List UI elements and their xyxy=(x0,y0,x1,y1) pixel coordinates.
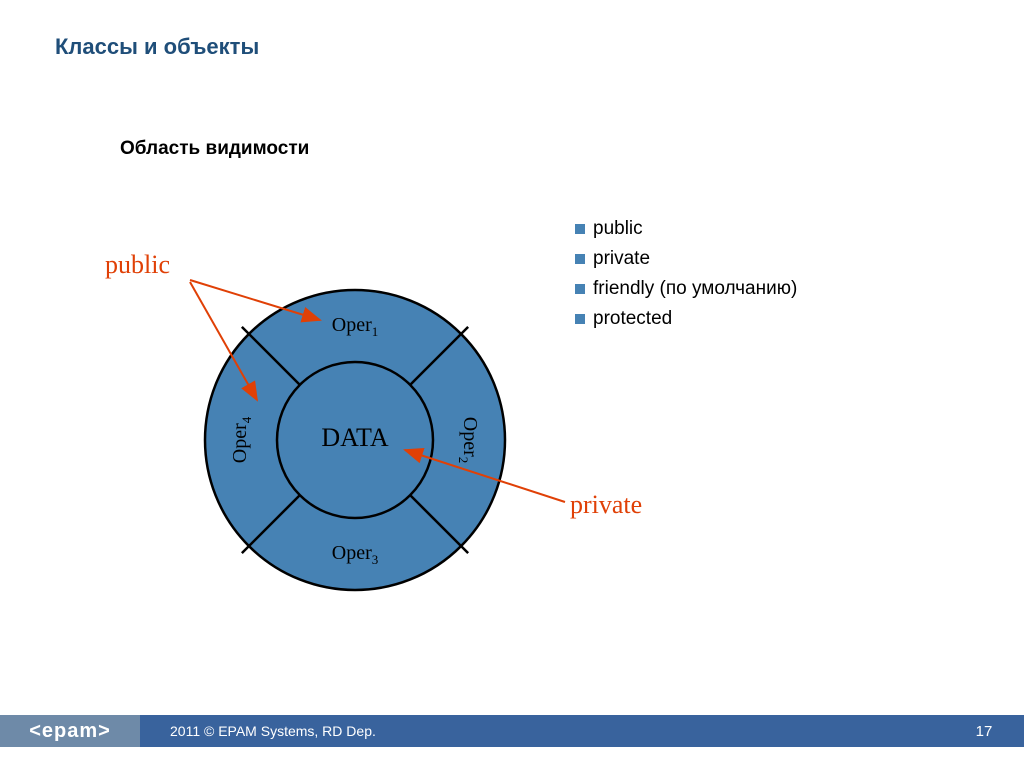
bullet-label: friendly (по умолчанию) xyxy=(593,278,797,300)
annotation-private: private xyxy=(570,490,642,520)
bullet-square-icon xyxy=(575,314,585,324)
visibility-bullet-list: public private friendly (по умолчанию) prot… xyxy=(575,218,797,338)
bullet-item: private xyxy=(575,248,797,270)
footer-page-number: 17 xyxy=(976,723,993,740)
slide-subtitle: Область видимости xyxy=(120,138,309,160)
footer-page-box: 17 xyxy=(944,715,1024,747)
bullet-item: protected xyxy=(575,308,797,330)
bullet-square-icon xyxy=(575,254,585,264)
footer-bar: <epam> 2011 © EPAM Systems, RD Dep. 17 xyxy=(0,715,1024,747)
encapsulation-diagram: DATAOper1Oper2Oper3Oper4 xyxy=(195,280,515,600)
bullet-square-icon xyxy=(575,284,585,294)
svg-text:DATA: DATA xyxy=(321,423,388,452)
bullet-square-icon xyxy=(575,224,585,234)
slide-title: Классы и объекты xyxy=(55,34,259,60)
bullet-label: public xyxy=(593,218,643,240)
annotation-public: public xyxy=(105,250,170,280)
footer-copyright-box: 2011 © EPAM Systems, RD Dep. xyxy=(140,715,944,747)
bullet-label: protected xyxy=(593,308,672,330)
bullet-item: friendly (по умолчанию) xyxy=(575,278,797,300)
footer-logo: <epam> xyxy=(0,715,140,747)
bullet-label: private xyxy=(593,248,650,270)
footer-logo-text: <epam> xyxy=(29,720,111,743)
bullet-item: public xyxy=(575,218,797,240)
footer-copyright: 2011 © EPAM Systems, RD Dep. xyxy=(170,723,376,739)
